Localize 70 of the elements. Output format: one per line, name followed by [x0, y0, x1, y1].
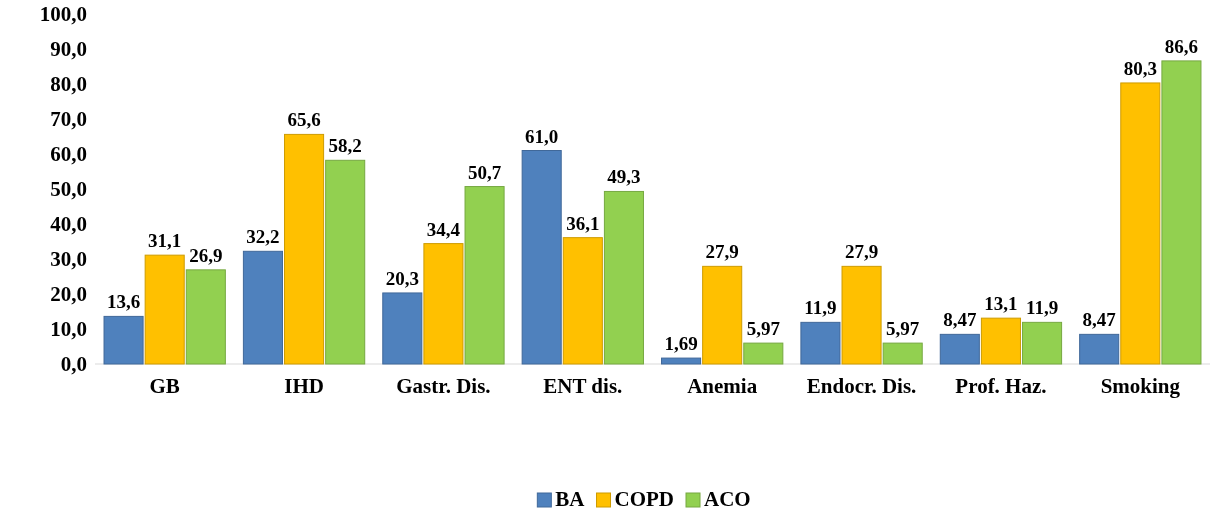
x-tick-label: Endocr. Dis. [806, 373, 917, 398]
bar [882, 342, 923, 365]
x-tick-label: IHD [284, 373, 324, 398]
data-label: 11,9 [1025, 297, 1059, 319]
data-label: 27,9 [705, 241, 739, 263]
y-tick-label: 70,0 [50, 107, 87, 132]
data-label: 34,4 [426, 218, 461, 240]
legend-label: ACO [704, 487, 751, 511]
bar [562, 237, 603, 365]
bar [702, 265, 743, 365]
data-label: 61,0 [525, 125, 559, 147]
data-label: 5,97 [886, 318, 920, 340]
bar [185, 269, 226, 365]
x-tick-label: ENT dis. [543, 373, 623, 398]
legend-label: BA [555, 487, 586, 511]
bar [841, 265, 882, 365]
legend-label: COPD [614, 487, 675, 511]
bar [1120, 82, 1161, 365]
y-tick-label: 0,0 [60, 352, 87, 377]
y-tick-label: 60,0 [50, 142, 87, 167]
data-label: 26,9 [189, 244, 223, 266]
data-label: 50,7 [467, 161, 502, 183]
bar [284, 133, 325, 365]
data-label: 49,3 [607, 166, 641, 188]
bar [382, 292, 423, 365]
y-tick-label: 10,0 [50, 317, 87, 342]
bar [242, 250, 283, 365]
data-label: 1,69 [664, 333, 698, 355]
bar [800, 321, 841, 365]
data-label: 8,47 [1082, 309, 1117, 331]
bar [939, 333, 980, 365]
bar [103, 315, 144, 365]
y-tick-label: 40,0 [50, 212, 87, 237]
data-label: 13,1 [984, 293, 1018, 315]
data-label: 13,6 [106, 291, 141, 313]
x-tick-label: Smoking [1100, 373, 1181, 398]
data-label: 86,6 [1164, 35, 1199, 57]
y-tick-label: 80,0 [50, 72, 87, 97]
bar [980, 317, 1021, 365]
data-label: 36,1 [566, 212, 600, 234]
data-label: 58,2 [328, 135, 362, 157]
bar [464, 186, 505, 365]
data-label: 8,47 [943, 309, 977, 331]
bar [325, 159, 366, 365]
bar [423, 243, 464, 365]
bar [1079, 333, 1120, 365]
data-label: 20,3 [385, 267, 419, 289]
bar [521, 150, 562, 365]
data-label: 11,9 [804, 297, 837, 319]
y-tick-label: 20,0 [50, 282, 87, 307]
y-tick-label: 90,0 [50, 37, 87, 62]
data-label: 27,9 [844, 241, 879, 263]
data-label: 65,6 [287, 109, 321, 131]
data-label: 31,1 [148, 230, 182, 252]
x-tick-label: Prof. Haz. [955, 373, 1047, 398]
x-tick-label: GB [149, 373, 180, 398]
y-tick-label: 100,0 [39, 2, 87, 27]
data-label: 80,3 [1123, 57, 1157, 79]
y-tick-label: 50,0 [50, 177, 87, 202]
y-tick-label: 30,0 [50, 247, 87, 272]
data-label: 32,2 [246, 226, 280, 248]
bar [743, 342, 784, 365]
bar [661, 357, 702, 365]
bar [603, 190, 644, 365]
data-label: 5,97 [746, 318, 781, 340]
bar [144, 254, 185, 365]
bar [1022, 321, 1063, 365]
bar [1161, 60, 1202, 365]
x-tick-label: Gastr. Dis. [396, 373, 491, 398]
x-tick-label: Anemia [687, 373, 758, 398]
